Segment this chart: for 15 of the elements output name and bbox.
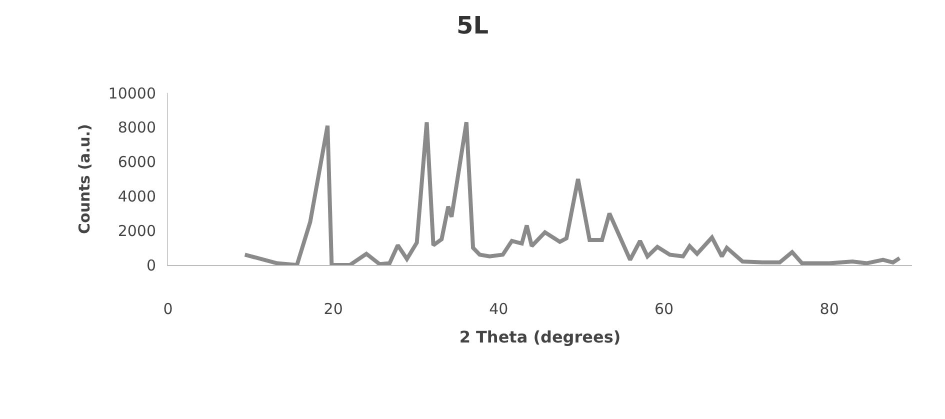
x-axis-title: 2 Theta (degrees) bbox=[459, 328, 621, 347]
y-tick-label: 0 bbox=[146, 256, 156, 274]
x-tick-label: 80 bbox=[820, 300, 839, 318]
x-tick-label: 40 bbox=[489, 300, 508, 318]
x-tick-label: 0 bbox=[163, 300, 173, 318]
y-tick-label: 4000 bbox=[118, 187, 156, 206]
x-tick-label: 60 bbox=[654, 300, 674, 318]
y-tick-label: 10000 bbox=[108, 84, 156, 102]
y-tick-label: 2000 bbox=[118, 222, 156, 240]
y-tick-label: 6000 bbox=[118, 153, 156, 172]
line-series bbox=[242, 120, 902, 265]
y-tick-label: 8000 bbox=[118, 118, 156, 137]
x-tick-label: 20 bbox=[324, 300, 343, 318]
chart-title: 5L bbox=[456, 12, 488, 40]
y-axis-title: Counts (a.u.) bbox=[76, 124, 94, 234]
